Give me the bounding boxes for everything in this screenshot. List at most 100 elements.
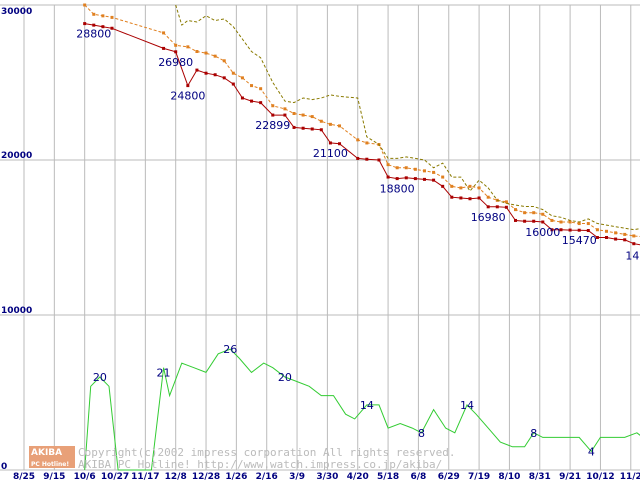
point-marker-min_price: [231, 82, 235, 86]
point-marker-avg_price: [204, 51, 208, 55]
point-marker-avg_price: [271, 104, 275, 108]
point-marker-avg_price: [110, 15, 114, 19]
point-marker-min_price: [356, 156, 360, 160]
point-marker-avg_price: [162, 31, 166, 35]
point-marker-avg_price: [404, 166, 408, 170]
data-label-shops: 14: [460, 399, 474, 412]
x-tick-label: 7/19: [468, 472, 490, 480]
x-tick-label: 9/15: [43, 472, 65, 480]
point-marker-min_price: [110, 26, 114, 30]
data-label-shops: 8: [530, 427, 537, 440]
point-marker-avg_price: [283, 107, 287, 111]
series-line-max_price: [175, 4, 640, 231]
point-marker-avg_price: [195, 50, 199, 53]
point-marker-avg_price: [541, 212, 545, 216]
point-marker-min_price: [404, 176, 408, 180]
point-marker-min_price: [83, 22, 87, 26]
point-marker-min_price: [586, 229, 590, 233]
data-label-shops: 21: [157, 366, 171, 379]
point-marker-avg_price: [301, 113, 305, 117]
data-label-min_price: 14500: [625, 249, 640, 262]
x-tick-label: 10/6: [74, 472, 96, 480]
data-label-shops: 8: [418, 427, 425, 440]
point-marker-min_price: [292, 125, 296, 129]
point-marker-avg_price: [486, 195, 490, 199]
point-marker-avg_price: [338, 124, 342, 128]
point-marker-min_price: [204, 71, 208, 75]
point-marker-avg_price: [550, 218, 554, 222]
point-marker-avg_price: [259, 87, 263, 91]
x-tick-label: 11/2: [620, 472, 640, 480]
point-marker-min_price: [504, 205, 508, 209]
point-marker-avg_price: [586, 222, 590, 226]
y-tick-label: 20000: [1, 151, 32, 161]
point-marker-min_price: [495, 205, 499, 209]
x-tick-label: 1/26: [225, 472, 247, 480]
point-marker-avg_price: [513, 208, 517, 212]
point-marker-avg_price: [174, 43, 178, 47]
point-marker-min_price: [222, 76, 226, 80]
point-marker-min_price: [559, 228, 563, 232]
point-marker-avg_price: [386, 163, 390, 167]
data-label-min_price: 28800: [76, 28, 111, 41]
point-marker-min_price: [595, 236, 599, 239]
data-label-min_price: 18800: [380, 183, 415, 196]
point-marker-avg_price: [92, 12, 96, 16]
point-marker-min_price: [310, 127, 314, 131]
data-label-shops: 20: [278, 371, 292, 384]
data-label-shops: 4: [588, 445, 595, 458]
grid-lines: [0, 4, 640, 471]
point-marker-min_price: [632, 242, 636, 246]
point-marker-avg_price: [310, 115, 314, 119]
point-marker-min_price: [319, 128, 323, 132]
point-marker-min_price: [174, 50, 178, 54]
series-group: [83, 3, 640, 471]
point-marker-min_price: [459, 196, 463, 200]
y-tick-label: 0: [1, 462, 7, 472]
point-marker-min_price: [523, 219, 527, 223]
point-marker-min_price: [377, 158, 381, 162]
point-marker-min_price: [614, 237, 618, 241]
data-label-min_price: 26980: [158, 56, 193, 69]
point-marker-avg_price: [365, 141, 369, 145]
y-tick-label: 30000: [1, 7, 32, 17]
series-line-avg_price: [84, 4, 640, 237]
point-marker-min_price: [162, 46, 166, 50]
x-tick-label: 6/29: [438, 472, 460, 480]
point-marker-avg_price: [83, 3, 87, 7]
x-tick-label: 2/16: [256, 472, 278, 480]
x-tick-label: 8/10: [498, 472, 520, 480]
point-marker-min_price: [240, 96, 244, 100]
x-tick-label: 4/20: [347, 472, 369, 480]
point-marker-avg_price: [523, 211, 527, 215]
point-marker-avg_price: [577, 222, 581, 226]
x-axis-ticks: 8/25 9/15 10/6 10/27 11/17 12/8 12/28 1/26 2/16 3…: [13, 472, 640, 480]
point-marker-min_price: [365, 157, 369, 161]
x-tick-label: 12/8: [165, 472, 187, 480]
point-marker-avg_price: [222, 59, 226, 63]
copyright-line: Copyright(c)2002 impress corporation All…: [78, 446, 456, 459]
point-marker-avg_price: [504, 200, 508, 204]
point-marker-min_price: [328, 141, 332, 145]
logo-top-text: AKIBA: [31, 448, 62, 458]
point-marker-avg_price: [468, 184, 472, 188]
logo-bottom-text: PC Hotline!: [31, 461, 69, 468]
url-line: AKIBA PC Hotline! http://www.watch.impre…: [78, 458, 442, 471]
y-axis-ticks: 0 10000 20000 30000: [1, 7, 32, 472]
data-label-min_price: 16980: [471, 211, 506, 224]
point-marker-avg_price: [186, 45, 190, 49]
y-tick-label: 10000: [1, 306, 32, 316]
point-marker-avg_price: [450, 184, 454, 188]
point-marker-min_price: [450, 195, 454, 199]
point-marker-avg_price: [328, 122, 332, 126]
point-marker-avg_price: [559, 220, 563, 224]
series-line-shops: [84, 348, 640, 471]
point-marker-avg_price: [319, 119, 323, 123]
point-marker-min_price: [395, 177, 399, 181]
data-label-min_price: 24800: [170, 90, 205, 103]
data-label-shops: 26: [223, 343, 237, 356]
point-marker-min_price: [250, 99, 254, 103]
point-marker-avg_price: [614, 231, 618, 235]
point-marker-avg_price: [101, 14, 105, 18]
x-tick-label: 8/25: [13, 472, 35, 480]
